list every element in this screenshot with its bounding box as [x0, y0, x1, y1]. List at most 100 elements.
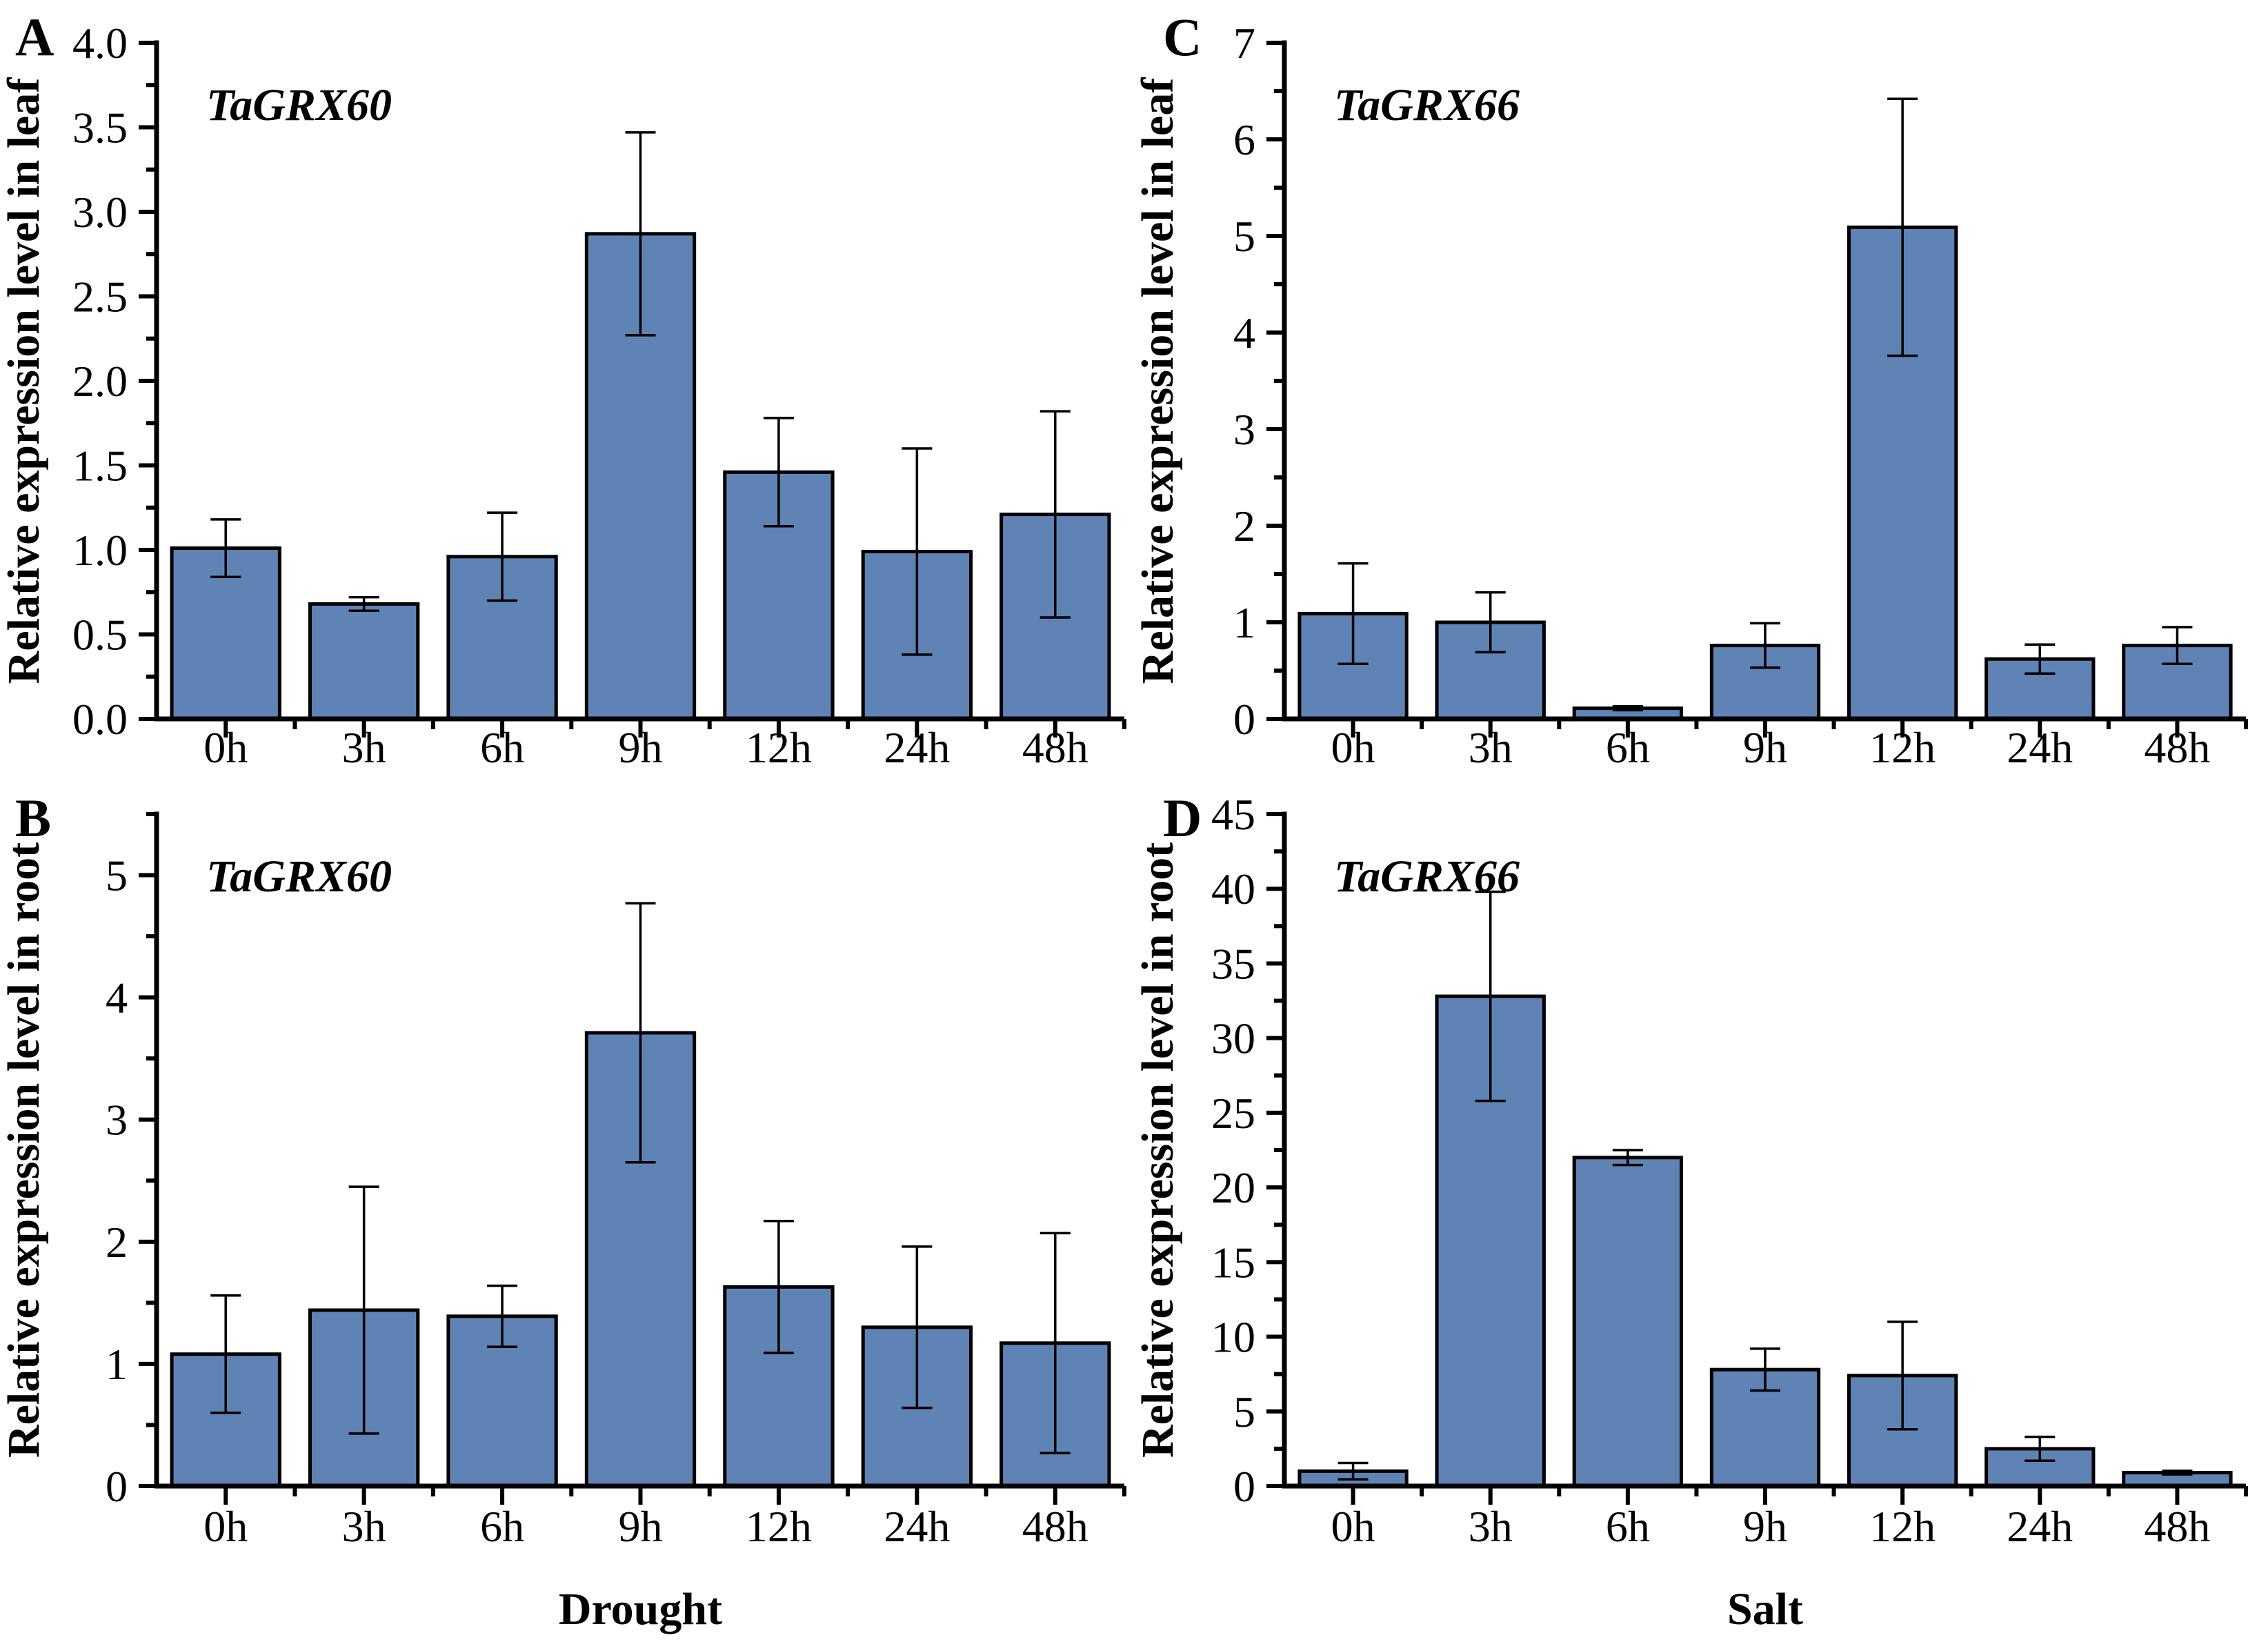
error-bar-48h [1040, 410, 1071, 619]
category-label-12h: 12h [746, 723, 812, 772]
error-bar-6h [1612, 705, 1643, 712]
y-tick-label-3.0: 3.0 [72, 188, 128, 237]
y-tick-label-2.5: 2.5 [72, 273, 128, 322]
chart-b: 0 1 2 3 4 5 0h 3h 6h 9h 12h 24h 48h B TaGRX60 Relative … [0, 788, 1126, 1634]
y-tick-label-4: 4 [106, 973, 128, 1022]
error-bar-9h [1750, 622, 1780, 669]
gene-title: TaGRX66 [1334, 80, 1520, 130]
y-tick-label-1: 1 [106, 1340, 128, 1389]
panel-letter-d: D [1163, 788, 1202, 848]
y-tick-label-2.0: 2.0 [72, 357, 128, 406]
y-tick-label-20: 20 [1211, 1163, 1255, 1212]
bar-3h [308, 602, 420, 721]
y-axis: 0 1 2 3 4 5 [106, 811, 159, 1511]
category-label-3h: 3h [342, 1502, 386, 1551]
y-tick-label-6: 6 [1233, 115, 1255, 164]
category-label-6h: 6h [1606, 1502, 1650, 1551]
y-axis: 0 1 2 3 4 5 6 7 [1233, 19, 1287, 744]
category-label-48h: 48h [1022, 1502, 1088, 1551]
category-label-12h: 12h [746, 1502, 812, 1551]
y-tick-label-10: 10 [1211, 1313, 1255, 1362]
category-label-6h: 6h [480, 1502, 524, 1551]
panel-d-tagrx66-root: 0 5 10 15 20 25 30 35 40 45 0h 3h 6h 9h 12h 24h 48h D TaGR… [1133, 787, 2268, 1639]
y-tick-label-1.5: 1.5 [72, 442, 128, 491]
error-bar-24h [2025, 643, 2056, 675]
error-bar-12h [1887, 1320, 1918, 1431]
error-bar-3h [1475, 591, 1506, 654]
y-tick-label-1.0: 1.0 [72, 526, 128, 575]
error-bar-48h [2162, 626, 2193, 665]
category-label-9h: 9h [1743, 1502, 1787, 1551]
error-bar-12h [763, 1219, 794, 1354]
category-label-6h: 6h [1606, 723, 1650, 772]
category-label-24h: 24h [2007, 723, 2073, 772]
y-tick-label-2: 2 [1233, 502, 1255, 551]
error-bar-9h [1750, 1347, 1780, 1392]
error-bar-24h [2025, 1435, 2056, 1462]
y-tick-label-2: 2 [106, 1218, 128, 1267]
y-tick-label-1: 1 [1233, 598, 1255, 647]
panel-letter-b: B [15, 788, 51, 848]
y-axis: 0.0 0.5 1.0 1.5 2.0 2.5 3.0 3.5 4.0 [72, 19, 159, 744]
error-bar-6h [1612, 1149, 1643, 1167]
error-bar-48h [2162, 1470, 2193, 1476]
error-bar-12h [1887, 97, 1918, 357]
error-bar-3h [348, 595, 379, 612]
error-bar-9h [625, 902, 656, 1164]
category-label-12h: 12h [1869, 723, 1936, 772]
x-axis-group-label: Salt [1727, 1584, 1803, 1634]
error-bar-0h [1337, 562, 1369, 665]
error-bar-24h [902, 1245, 933, 1409]
category-label-0h: 0h [1331, 1502, 1375, 1551]
error-bar-24h [902, 447, 933, 656]
y-axis-label: Relative expression level in leaf [0, 77, 49, 684]
y-tick-label-7: 7 [1233, 19, 1255, 68]
category-label-3h: 3h [1469, 1502, 1513, 1551]
y-tick-label-25: 25 [1211, 1089, 1255, 1138]
category-label-9h: 9h [1743, 723, 1787, 772]
error-bar-48h [1040, 1232, 1071, 1454]
y-tick-label-5: 5 [1233, 212, 1255, 261]
bar-3h [1435, 620, 1546, 721]
y-tick-label-15: 15 [1211, 1238, 1255, 1287]
y-tick-label-40: 40 [1211, 864, 1255, 913]
error-bar-3h [1475, 890, 1506, 1102]
x-axis: 0h 3h 6h 9h 12h 24h 48h [154, 1483, 1126, 1551]
y-axis-label: Relative expression level in root [1134, 842, 1183, 1458]
y-tick-label-0: 0 [1233, 1462, 1255, 1511]
panel-b-tagrx60-root: 0 1 2 3 4 5 0h 3h 6h 9h 12h 24h 48h B TaGRX60 Relative … [0, 787, 1134, 1639]
category-label-48h: 48h [1022, 723, 1088, 772]
x-axis-group-label: Drought [559, 1584, 722, 1634]
y-axis: 0 5 10 15 20 25 30 35 40 45 [1211, 790, 1287, 1511]
y-tick-label-5: 5 [1233, 1387, 1255, 1436]
y-axis-label: Relative expression level in leaf [1134, 77, 1183, 684]
y-tick-label-30: 30 [1211, 1014, 1255, 1063]
category-label-9h: 9h [619, 723, 663, 772]
chart-c: 0 1 2 3 4 5 6 7 0h 3h 6h 9h 12h 24h 48h C TaGRX66 Relativ… [1133, 7, 2248, 772]
error-bar-6h [487, 511, 518, 602]
panel-c-tagrx66-leaf: 0 1 2 3 4 5 6 7 0h 3h 6h 9h 12h 24h 48h C TaGRX66 Relativ… [1133, 0, 2268, 787]
chart-a: 0.0 0.5 1.0 1.5 2.0 2.5 3.0 3.5 4.0 0h 3h 6h 9h 12h 24… [0, 7, 1126, 772]
category-label-6h: 6h [480, 723, 524, 772]
y-tick-label-5: 5 [106, 851, 128, 900]
y-tick-label-3: 3 [106, 1096, 128, 1145]
panel-a-tagrx60-leaf: 0.0 0.5 1.0 1.5 2.0 2.5 3.0 3.5 4.0 0h 3h 6h 9h 12h 24… [0, 0, 1134, 787]
error-bar-9h [625, 131, 656, 337]
error-bar-12h [763, 417, 794, 528]
error-bar-3h [348, 1185, 379, 1435]
error-bar-0h [1337, 1461, 1369, 1481]
y-axis-label: Relative expression level in root [0, 842, 49, 1458]
error-bar-0h [210, 1294, 241, 1414]
category-label-24h: 24h [884, 723, 950, 772]
y-tick-label-0.0: 0.0 [72, 695, 128, 744]
y-tick-label-35: 35 [1211, 939, 1255, 988]
y-tick-label-3: 3 [1233, 405, 1255, 454]
category-label-0h: 0h [1331, 723, 1375, 772]
category-label-0h: 0h [203, 1502, 248, 1551]
category-label-3h: 3h [1469, 723, 1513, 772]
category-label-48h: 48h [2144, 723, 2210, 772]
bar-6h [1572, 1156, 1684, 1488]
gene-title: TaGRX66 [1334, 851, 1520, 902]
category-label-9h: 9h [619, 1502, 663, 1551]
